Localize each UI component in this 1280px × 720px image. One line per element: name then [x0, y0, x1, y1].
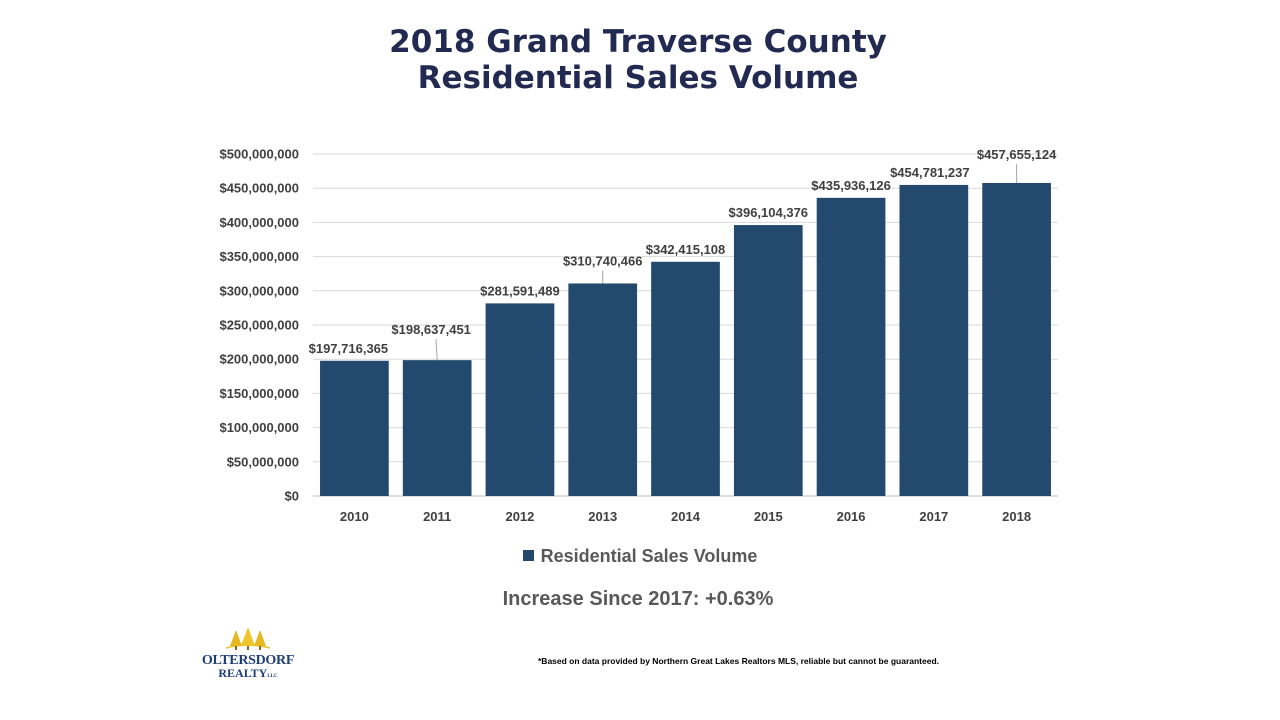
data-label: $281,591,489 [480, 283, 560, 298]
y-tick-label: $500,000,000 [219, 147, 299, 162]
x-tick-label: 2012 [505, 509, 534, 524]
logo-subname: REALTYLLC [196, 666, 300, 681]
x-tick-label: 2014 [671, 509, 701, 524]
y-tick-label: $0 [285, 489, 299, 504]
trees-icon [225, 627, 271, 650]
data-label: $454,781,237 [890, 165, 970, 180]
y-tick-label: $300,000,000 [219, 283, 299, 298]
y-tick-label: $250,000,000 [219, 318, 299, 333]
bar-2014 [651, 261, 720, 496]
y-tick-label: $50,000,000 [227, 454, 299, 469]
logo-realty: REALTY [218, 666, 268, 680]
data-label: $435,936,126 [811, 178, 891, 193]
data-label: $198,637,451 [391, 322, 471, 337]
bar-2016 [816, 197, 886, 496]
y-tick-label: $150,000,000 [219, 386, 299, 401]
x-tick-label: 2013 [588, 509, 617, 524]
y-tick-label: $450,000,000 [219, 181, 299, 196]
bar-2012 [485, 303, 555, 496]
data-label: $310,740,466 [563, 253, 643, 268]
bar-2010 [320, 360, 389, 496]
y-tick-label: $350,000,000 [219, 249, 299, 264]
bar-2015 [733, 225, 803, 496]
x-tick-label: 2018 [1002, 509, 1031, 524]
data-label: $457,655,124 [977, 147, 1057, 162]
bar-2017 [899, 184, 969, 496]
x-tick-label: 2017 [919, 509, 948, 524]
increase-note: Increase Since 2017: +0.63% [502, 588, 774, 610]
legend-swatch [522, 550, 534, 561]
logo-suffix: LLC [267, 674, 278, 679]
chart-title-line1: 2018 Grand Traverse County [389, 24, 887, 60]
data-label-leader [435, 339, 438, 361]
x-tick-label: 2016 [837, 509, 866, 524]
chart-title-line2: Residential Sales Volume [417, 60, 859, 96]
y-tick-label: $200,000,000 [219, 352, 299, 367]
x-tick-label: 2011 [423, 509, 451, 524]
x-tick-label: 2015 [754, 509, 783, 524]
x-tick-label: 2010 [340, 509, 369, 524]
data-label: $396,104,376 [729, 205, 809, 220]
company-logo: OLTERSDORF REALTYLLC [196, 626, 300, 684]
data-label: $197,716,365 [309, 341, 389, 356]
logo-name: OLTERSDORF [201, 653, 295, 668]
bar-2018 [982, 182, 1051, 496]
bar-2011 [402, 360, 472, 496]
chart-legend: Residential Sales Volume [0, 546, 1280, 567]
legend-label: Residential Sales Volume [540, 546, 758, 566]
disclaimer: *Based on data provided by Northern Grea… [538, 656, 940, 666]
y-tick-label: $100,000,000 [219, 420, 299, 435]
y-tick-label: $400,000,000 [219, 215, 299, 230]
bar-chart: $0 $50,000,000 $100,000,000 $150,000,000 $20… [219, 147, 1058, 524]
data-label: $342,415,108 [646, 242, 726, 257]
bar-2013 [568, 283, 638, 496]
chart-title: 2018 Grand Traverse County Residential S… [0, 24, 1276, 96]
